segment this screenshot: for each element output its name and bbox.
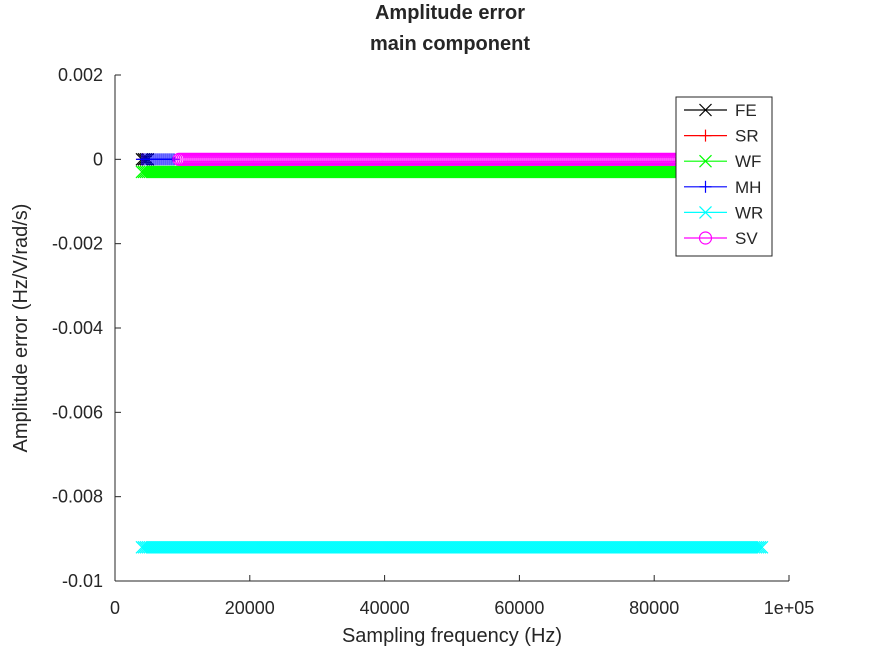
legend-item-wf: WF <box>684 152 761 171</box>
legend-marker <box>698 231 713 245</box>
x-ticks: 0 20000 40000 60000 80000 1e+05 <box>110 575 814 618</box>
legend-item-wr: WR <box>684 203 763 222</box>
data-point <box>755 540 769 554</box>
y-ticks: -0.01 -0.008 -0.006 -0.004 -0.002 0 0.002 <box>52 65 121 591</box>
data-point <box>749 540 763 554</box>
legend-label: SV <box>735 229 758 248</box>
x-tick-label: 40000 <box>360 598 410 618</box>
legend-item-fe: FE <box>684 101 757 120</box>
y-tick-label: 0.002 <box>58 65 103 85</box>
legend-box <box>675 96 773 257</box>
legend-marker <box>699 154 712 168</box>
y-tick-label: 0 <box>93 149 103 169</box>
x-tick-label: 60000 <box>494 598 544 618</box>
data-point <box>751 540 765 554</box>
y-tick-label: -0.004 <box>52 318 103 338</box>
legend-marker <box>699 180 712 193</box>
legend-item-sv: SV <box>684 229 758 248</box>
legend-label: SR <box>735 127 759 146</box>
legend-marker <box>699 205 712 219</box>
y-tick-label: -0.006 <box>52 402 103 422</box>
series-wf <box>135 165 687 179</box>
chart-title-line-2: main component <box>370 33 530 55</box>
x-axis-label: Sampling frequency (Hz) <box>342 625 562 647</box>
legend-marker <box>699 103 712 117</box>
plot-series <box>135 152 769 554</box>
y-tick-label: -0.002 <box>52 234 103 254</box>
chart-title-line-1: Amplitude error <box>375 2 525 24</box>
data-point <box>753 540 767 554</box>
x-tick-label: 1e+05 <box>764 598 815 618</box>
x-tick-label: 80000 <box>629 598 679 618</box>
series-sv <box>172 152 688 166</box>
y-tick-label: -0.01 <box>62 571 103 591</box>
x-tick-label: 0 <box>110 598 120 618</box>
y-axis-label: Amplitude error (Hz/V/rad/s) <box>10 204 32 453</box>
legend: FE SR WF MH WR SV <box>675 96 773 257</box>
series-mh <box>135 153 180 166</box>
series-wr <box>135 540 769 554</box>
legend-marker <box>699 129 712 142</box>
legend-item-mh: MH <box>684 178 761 197</box>
legend-item-sr: SR <box>684 127 759 146</box>
y-tick-label: -0.008 <box>52 487 103 507</box>
legend-label: MH <box>735 178 761 197</box>
x-tick-label: 20000 <box>225 598 275 618</box>
legend-label: FE <box>735 101 757 120</box>
legend-label: WR <box>735 203 763 222</box>
legend-label: WF <box>735 152 761 171</box>
